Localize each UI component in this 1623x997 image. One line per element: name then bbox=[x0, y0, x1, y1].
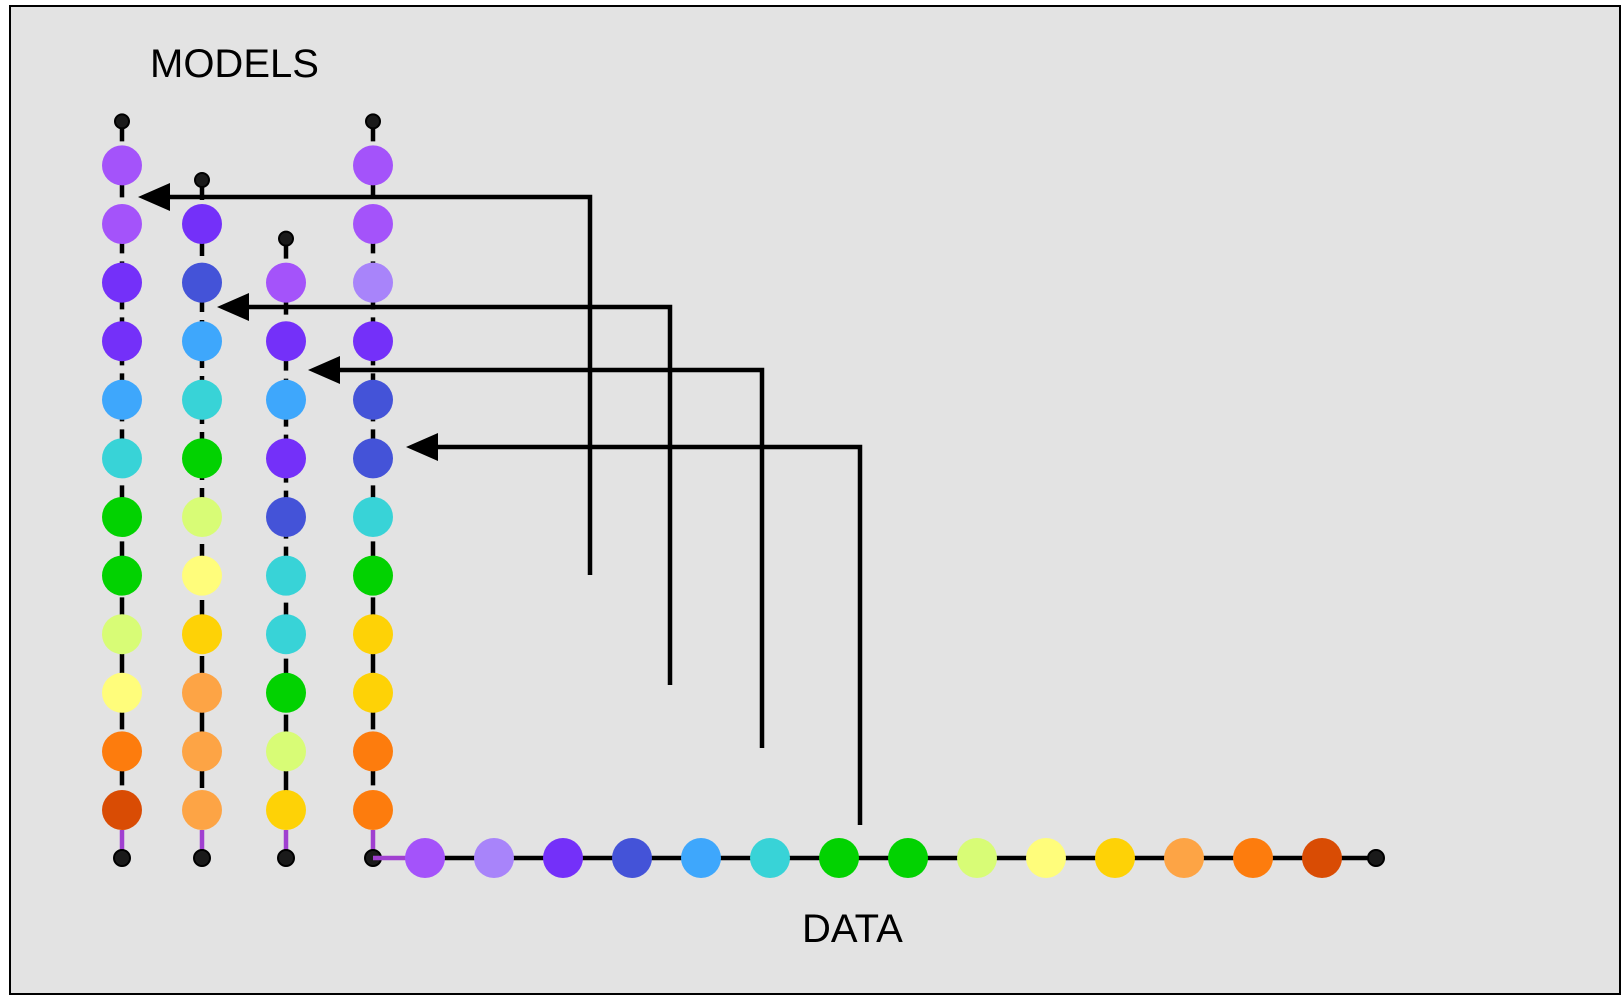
data-node bbox=[1095, 838, 1135, 878]
column-top-endpoint bbox=[114, 113, 130, 130]
model-node bbox=[266, 672, 306, 713]
data-node bbox=[750, 838, 790, 878]
model-node bbox=[102, 672, 142, 713]
model-column-2 bbox=[182, 172, 222, 867]
model-node bbox=[353, 555, 393, 596]
model-node bbox=[353, 379, 393, 420]
model-node bbox=[102, 790, 142, 830]
arrows-layer bbox=[138, 183, 863, 825]
data-label: DATA bbox=[802, 907, 903, 951]
model-node bbox=[353, 438, 393, 479]
column-top-endpoint bbox=[278, 230, 294, 247]
model-node bbox=[266, 379, 306, 420]
column-bottom-endpoint bbox=[277, 849, 295, 867]
model-node bbox=[102, 262, 142, 303]
diagram-background bbox=[9, 5, 1621, 995]
model-node bbox=[353, 145, 393, 186]
arrow-to-model-2 bbox=[217, 293, 673, 685]
column-top-endpoint bbox=[194, 172, 210, 188]
model-node bbox=[102, 321, 142, 362]
model-node bbox=[102, 204, 142, 244]
model-node bbox=[266, 790, 306, 830]
arrow-to-model-3 bbox=[308, 356, 765, 748]
model-node bbox=[266, 438, 306, 479]
column-bottom-endpoint bbox=[113, 849, 131, 867]
arrow-line bbox=[334, 367, 765, 748]
model-node bbox=[182, 262, 222, 303]
model-node bbox=[266, 555, 306, 596]
model-node bbox=[353, 497, 393, 537]
data-node bbox=[1164, 838, 1204, 878]
model-node bbox=[182, 672, 222, 713]
data-node bbox=[1302, 838, 1342, 878]
models-label: MODELS bbox=[150, 42, 319, 86]
data-sequence bbox=[373, 838, 1385, 878]
model-node bbox=[353, 731, 393, 772]
data-node bbox=[612, 838, 652, 878]
data-end-endpoint bbox=[1367, 849, 1385, 867]
model-node bbox=[182, 204, 222, 244]
data-node bbox=[1233, 838, 1273, 878]
arrow-head bbox=[138, 183, 170, 211]
model-node bbox=[353, 790, 393, 830]
arrow-to-model-4 bbox=[406, 433, 863, 825]
model-node bbox=[266, 731, 306, 772]
model-node bbox=[102, 438, 142, 479]
model-node bbox=[266, 262, 306, 303]
data-node bbox=[405, 838, 445, 878]
model-node bbox=[102, 145, 142, 186]
model-node bbox=[353, 614, 393, 655]
model-node bbox=[353, 204, 393, 244]
model-node bbox=[353, 672, 393, 713]
model-column-4 bbox=[353, 113, 393, 867]
model-node bbox=[182, 438, 222, 479]
model-node bbox=[182, 321, 222, 362]
model-node bbox=[182, 614, 222, 655]
model-node bbox=[182, 379, 222, 420]
arrow-head bbox=[217, 293, 249, 321]
model-node bbox=[182, 790, 222, 830]
data-node bbox=[957, 838, 997, 878]
arrow-line bbox=[432, 444, 863, 825]
model-node bbox=[353, 262, 393, 303]
data-node bbox=[681, 838, 721, 878]
data-node bbox=[543, 838, 583, 878]
data-node bbox=[1026, 838, 1066, 878]
model-node bbox=[266, 497, 306, 537]
data-node bbox=[888, 838, 928, 878]
column-bottom-endpoint bbox=[193, 849, 211, 867]
model-node bbox=[182, 497, 222, 537]
model-node bbox=[182, 731, 222, 772]
model-columns bbox=[102, 113, 393, 867]
column-top-endpoint bbox=[365, 113, 381, 130]
model-node bbox=[266, 614, 306, 655]
model-node bbox=[266, 321, 306, 362]
model-column-3 bbox=[266, 230, 306, 867]
arrow-head bbox=[308, 356, 340, 384]
model-node bbox=[102, 555, 142, 596]
data-node bbox=[474, 838, 514, 878]
model-column-1 bbox=[102, 113, 142, 867]
arrow-line bbox=[243, 304, 673, 685]
model-node bbox=[102, 731, 142, 772]
arrow-head bbox=[406, 433, 438, 461]
model-node bbox=[102, 614, 142, 655]
model-node bbox=[353, 321, 393, 362]
model-node bbox=[182, 555, 222, 596]
data-node bbox=[819, 838, 859, 878]
model-node bbox=[102, 379, 142, 420]
model-node bbox=[102, 497, 142, 537]
